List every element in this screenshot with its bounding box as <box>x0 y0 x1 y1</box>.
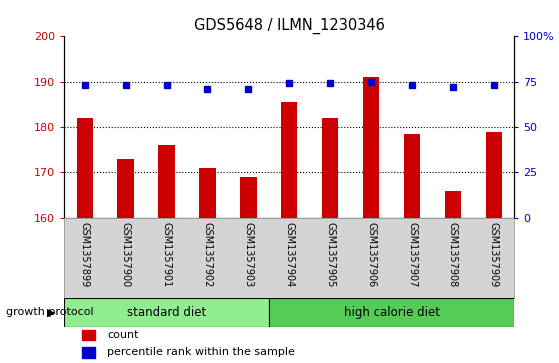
Text: GSM1357902: GSM1357902 <box>202 222 212 287</box>
Bar <box>199 168 216 218</box>
Bar <box>77 118 93 218</box>
Title: GDS5648 / ILMN_1230346: GDS5648 / ILMN_1230346 <box>194 17 385 33</box>
Text: GSM1357904: GSM1357904 <box>285 222 294 287</box>
Bar <box>363 77 380 218</box>
Text: GSM1357909: GSM1357909 <box>489 222 499 287</box>
Text: GSM1357908: GSM1357908 <box>448 222 458 287</box>
Text: percentile rank within the sample: percentile rank within the sample <box>107 347 295 357</box>
Text: standard diet: standard diet <box>127 306 206 319</box>
Text: GSM1357899: GSM1357899 <box>80 222 90 287</box>
Bar <box>64 298 269 327</box>
Bar <box>240 177 257 218</box>
Text: growth protocol: growth protocol <box>6 307 93 317</box>
Bar <box>158 145 175 218</box>
Text: ▶: ▶ <box>48 307 56 317</box>
Text: GSM1357907: GSM1357907 <box>407 222 417 287</box>
Bar <box>281 102 297 218</box>
Bar <box>445 191 461 218</box>
Text: GSM1357906: GSM1357906 <box>366 222 376 287</box>
Text: GSM1357905: GSM1357905 <box>325 222 335 287</box>
Bar <box>486 131 502 218</box>
Text: count: count <box>107 330 139 340</box>
Bar <box>117 159 134 218</box>
Text: GSM1357903: GSM1357903 <box>243 222 253 287</box>
Bar <box>82 330 95 340</box>
Bar <box>269 298 514 327</box>
Text: GSM1357900: GSM1357900 <box>121 222 131 287</box>
Text: high calorie diet: high calorie diet <box>344 306 439 319</box>
Bar <box>82 347 95 358</box>
Text: GSM1357901: GSM1357901 <box>162 222 172 287</box>
Bar <box>322 118 338 218</box>
Bar <box>404 134 420 218</box>
